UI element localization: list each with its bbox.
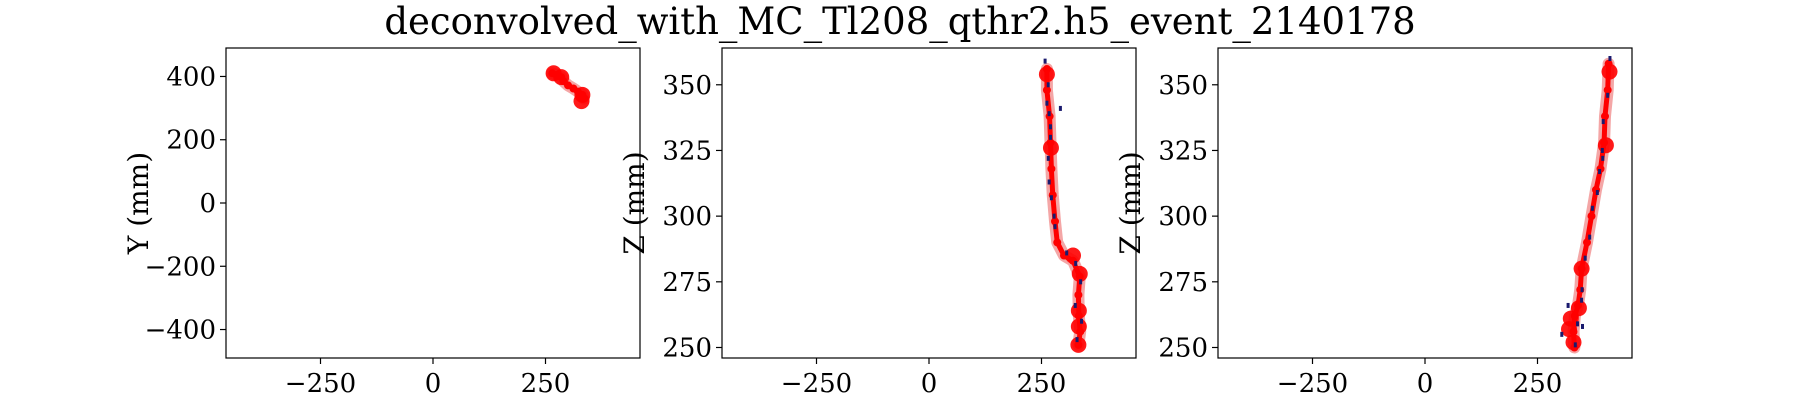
track-blob xyxy=(573,93,590,110)
track-blob xyxy=(1561,321,1577,338)
hit-marker xyxy=(1573,342,1577,348)
hit-marker xyxy=(1598,168,1602,174)
figure-title: deconvolved_with_MC_Tl208_qthr2.h5_event… xyxy=(384,0,1415,44)
y-tick-label: 325 xyxy=(1158,136,1208,166)
hit-marker xyxy=(1595,189,1599,195)
track-blob xyxy=(1070,318,1087,335)
y-tick-label: 325 xyxy=(662,136,712,166)
hit-marker xyxy=(1590,205,1594,211)
y-axis-label: Z (mm) xyxy=(1114,151,1147,254)
hit-marker xyxy=(1601,119,1605,125)
y-axis-label: Z (mm) xyxy=(618,151,651,254)
hit-marker xyxy=(1052,213,1056,219)
y-tick-label: 200 xyxy=(166,126,216,156)
y-tick-label: 250 xyxy=(1158,333,1208,363)
track-point xyxy=(1074,290,1083,299)
track-point xyxy=(1587,212,1596,221)
y-tick-label: −400 xyxy=(145,316,216,346)
track-point xyxy=(1045,112,1054,121)
y-axis-label: Y (mm) xyxy=(122,152,155,255)
panel-xy-projection: −250 0 250 −400 −200 0 200 400 Y (mm) xyxy=(122,47,641,399)
hit-marker xyxy=(1053,224,1057,230)
hit-marker xyxy=(1047,179,1051,185)
y-tick-label: 250 xyxy=(662,333,712,363)
plot-area xyxy=(1038,58,1088,353)
track-blob xyxy=(1601,63,1618,80)
track-blob xyxy=(1070,336,1087,353)
hit-marker xyxy=(1073,302,1077,308)
y-tick-label: 275 xyxy=(1158,268,1208,298)
y-tick-label: 300 xyxy=(662,202,712,232)
track-point xyxy=(1601,112,1609,121)
hit-marker xyxy=(1560,331,1564,337)
hit-marker xyxy=(1581,323,1584,329)
x-tick-label: 250 xyxy=(1017,369,1067,399)
hit-marker xyxy=(1601,155,1605,161)
track-blob xyxy=(1042,139,1059,156)
track-blob xyxy=(553,69,570,86)
track-point xyxy=(1047,164,1056,173)
x-tick-label: 0 xyxy=(1417,369,1434,399)
track-point xyxy=(1603,86,1612,95)
hit-marker xyxy=(1045,100,1049,106)
track-blob xyxy=(1070,302,1087,319)
x-tick-label: 0 xyxy=(425,369,442,399)
hit-marker xyxy=(1075,337,1079,343)
x-tick-label: −250 xyxy=(285,369,356,399)
x-tick-label: 0 xyxy=(921,369,938,399)
y-tick-label: 275 xyxy=(662,268,712,298)
hit-marker xyxy=(1583,255,1587,261)
hit-marker xyxy=(1047,111,1051,117)
hit-marker xyxy=(1580,287,1584,293)
hit-marker xyxy=(1576,321,1580,327)
plot-area xyxy=(1560,56,1618,354)
track-blob xyxy=(1573,260,1590,277)
track-point xyxy=(1583,238,1591,247)
y-tick-label: 350 xyxy=(1158,71,1208,101)
track-blob xyxy=(1597,137,1614,154)
hit-marker xyxy=(1606,92,1610,98)
hit-marker xyxy=(1043,58,1047,64)
hit-marker xyxy=(1046,82,1050,88)
hit-marker xyxy=(1049,134,1052,140)
track-blob xyxy=(1565,334,1582,351)
track-point xyxy=(1051,217,1059,226)
x-tick-label: 250 xyxy=(1513,369,1563,399)
hit-marker xyxy=(1608,56,1612,62)
x-tick-label: 250 xyxy=(521,369,571,399)
hit-marker xyxy=(1049,124,1052,130)
hit-marker xyxy=(1600,147,1604,153)
track-blob xyxy=(1071,265,1088,282)
hit-marker xyxy=(1046,155,1050,161)
hit-marker xyxy=(1566,302,1570,308)
x-tick-label: −250 xyxy=(1277,369,1348,399)
hit-marker xyxy=(1074,260,1078,266)
track-blob xyxy=(1038,66,1055,83)
y-tick-label: 350 xyxy=(662,71,712,101)
hit-marker xyxy=(1049,195,1053,201)
track-point xyxy=(1042,86,1051,95)
hit-marker xyxy=(1080,318,1084,324)
x-tick-label: −250 xyxy=(781,369,852,399)
hit-marker xyxy=(1065,250,1069,256)
track-blob xyxy=(1065,247,1081,264)
hit-marker xyxy=(1588,234,1592,240)
hit-marker xyxy=(1058,105,1062,111)
panel-xz-projection: −250 0 250 250 275 300 325 350 Z (mm) xyxy=(618,47,1137,399)
plot-area xyxy=(545,65,591,110)
y-tick-label: −200 xyxy=(145,252,216,282)
y-tick-label: 300 xyxy=(1158,202,1208,232)
y-tick-label: 400 xyxy=(166,62,216,92)
y-tick-label: 0 xyxy=(199,189,216,219)
hit-marker xyxy=(1580,297,1584,303)
panel-yz-projection: −250 0 250 250 275 300 325 350 Z (mm) xyxy=(1114,47,1633,399)
hit-marker xyxy=(1079,279,1083,285)
track-point xyxy=(1053,238,1062,247)
